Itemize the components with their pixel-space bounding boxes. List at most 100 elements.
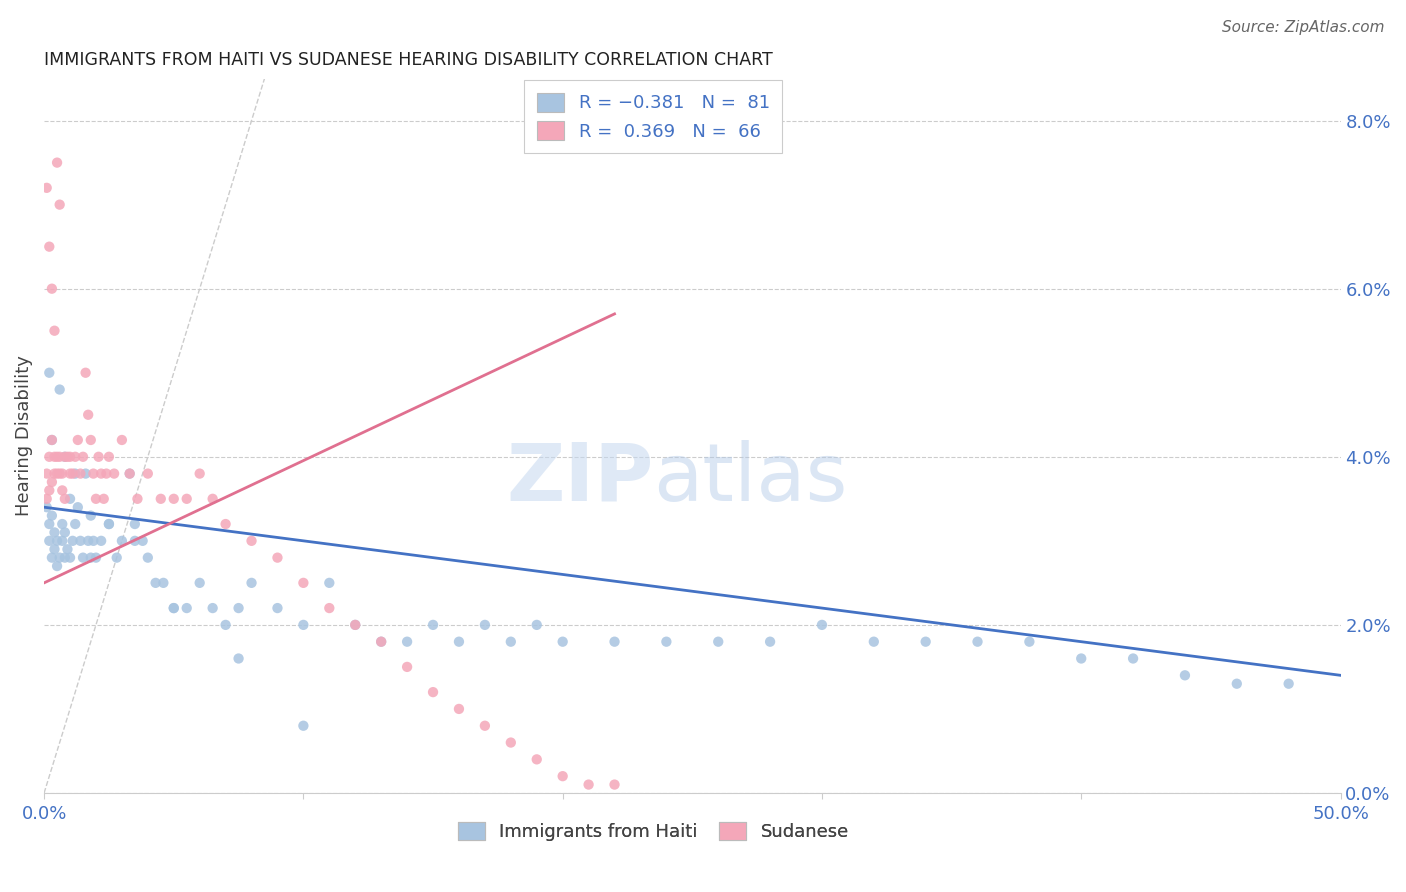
Point [447,702,470,716]
Point [53,525,76,540]
Point [103,467,125,481]
Point [41,282,63,296]
Point [84,491,107,506]
Point [118,467,141,481]
Point [44,525,66,540]
Point [292,719,315,733]
Point [51,483,73,498]
Point [422,685,444,699]
Point [77,408,100,422]
Point [603,778,626,792]
Point [396,634,419,648]
Point [80,508,103,523]
Point [811,618,834,632]
Point [65,516,87,531]
Point [51,533,73,548]
Point [65,467,87,481]
Point [176,491,198,506]
Point [422,618,444,632]
Point [51,516,73,531]
Point [474,618,496,632]
Point [127,491,149,506]
Point [65,450,87,464]
Point [149,491,172,506]
Point [66,433,89,447]
Point [97,450,120,464]
Point [966,634,988,648]
Point [46,559,69,574]
Point [90,467,112,481]
Point [526,752,548,766]
Point [59,550,82,565]
Point [72,550,94,565]
Point [759,634,782,648]
Point [46,467,69,481]
Point [551,634,574,648]
Point [214,516,236,531]
Point [80,550,103,565]
Point [228,601,250,615]
Point [124,533,146,548]
Point [56,542,79,557]
Point [35,491,58,506]
Point [266,550,288,565]
Point [344,618,367,632]
Point [41,433,63,447]
Point [41,550,63,565]
Point [38,366,60,380]
Point [41,508,63,523]
Point [1018,634,1040,648]
Point [188,467,211,481]
Point [44,450,66,464]
Point [163,601,186,615]
Point [292,575,315,590]
Point [44,542,66,557]
Point [38,483,60,498]
Point [51,467,73,481]
Point [124,516,146,531]
Point [48,550,70,565]
Point [69,467,91,481]
Point [48,197,70,211]
Point [526,618,548,632]
Point [97,516,120,531]
Point [38,533,60,548]
Point [188,575,211,590]
Point [97,516,120,531]
Point [75,366,97,380]
Point [499,634,522,648]
Point [38,450,60,464]
Point [44,467,66,481]
Point [80,433,103,447]
Point [499,735,522,749]
Point [176,601,198,615]
Point [1070,651,1092,665]
Point [48,467,70,481]
Point [201,491,224,506]
Text: Source: ZipAtlas.com: Source: ZipAtlas.com [1222,20,1385,35]
Point [53,491,76,506]
Y-axis label: Hearing Disability: Hearing Disability [15,355,32,516]
Point [578,778,600,792]
Point [551,769,574,783]
Point [90,533,112,548]
Point [474,719,496,733]
Point [53,550,76,565]
Point [46,155,69,169]
Text: atlas: atlas [654,440,848,517]
Point [46,533,69,548]
Point [862,634,884,648]
Point [136,467,159,481]
Point [111,433,134,447]
Point [75,467,97,481]
Point [318,575,340,590]
Point [1174,668,1197,682]
Point [77,533,100,548]
Point [59,491,82,506]
Point [53,450,76,464]
Point [38,240,60,254]
Point [105,550,128,565]
Point [1122,651,1144,665]
Point [48,450,70,464]
Point [370,634,392,648]
